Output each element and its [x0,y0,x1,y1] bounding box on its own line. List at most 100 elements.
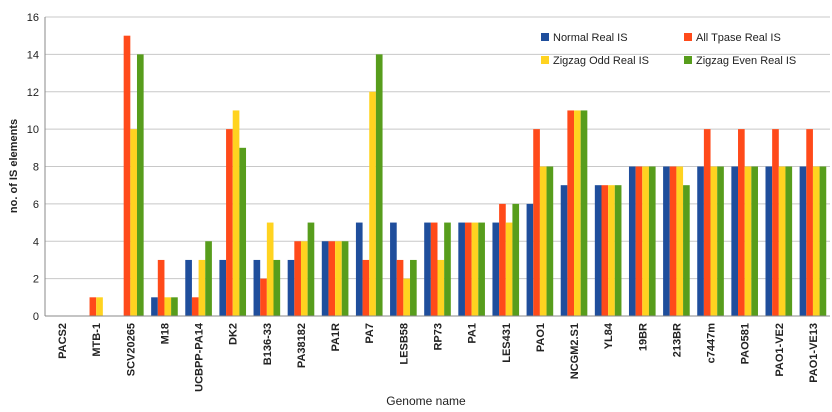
bar-normal-real-is [628,166,636,316]
axes [44,17,830,317]
bar-zigzag-even-real-is [136,54,144,316]
bar-zigzag-odd-real-is [505,222,513,316]
x-tick-label: YL84 [603,322,615,349]
bar-zigzag-odd-real-is [198,259,206,316]
x-tick-label: RP73 [433,323,445,351]
bar-all-tpase-real-is [157,259,165,316]
bar-all-tpase-real-is [294,241,301,316]
legend-label: All Tpase Real IS [696,32,781,44]
bar-all-tpase-real-is [362,259,370,316]
bar-all-tpase-real-is [226,129,233,316]
bar-zigzag-odd-real-is [130,129,137,316]
bar-normal-real-is [355,222,363,316]
bar-zigzag-odd-real-is [574,110,581,316]
bar-zigzag-even-real-is [580,110,588,316]
y-tick-label: 6 [33,199,39,211]
bar-zigzag-even-real-is [614,185,622,316]
y-tick-label: 0 [33,311,39,323]
bar-all-tpase-real-is [123,35,131,316]
gridlines [45,16,830,280]
bar-all-tpase-real-is [772,129,779,316]
legend-swatch [541,33,549,41]
bar-all-tpase-real-is [499,203,506,316]
bar-all-tpase-real-is [430,222,438,316]
bar-zigzag-odd-real-is [812,166,820,316]
bar-normal-real-is [321,241,329,316]
bar-normal-real-is [390,222,397,316]
legend-label: Normal Real IS [553,32,628,44]
bar-normal-real-is [799,166,807,316]
bar-zigzag-even-real-is [751,166,758,316]
bar-normal-real-is [697,166,704,316]
bar-normal-real-is [185,259,192,316]
bar-all-tpase-real-is [328,241,336,316]
bar-all-tpase-real-is [635,166,643,316]
bar-normal-real-is [492,222,500,316]
bar-zigzag-odd-real-is [676,166,684,316]
legend: Normal Real IS All Tpase Real IS Zigzag Od… [541,32,796,67]
bar-all-tpase-real-is [191,297,199,316]
x-tick-label: M18 [159,323,171,344]
bar-normal-real-is [731,166,739,316]
y-axis-title: no. of IS elements [8,119,20,213]
bar-zigzag-odd-real-is [710,166,718,316]
bar-zigzag-even-real-is [410,259,417,316]
x-tick-label: B136-33 [262,323,274,365]
bar-zigzag-even-real-is [512,203,520,316]
bar-zigzag-odd-real-is [266,222,274,316]
bar-normal-real-is [526,203,534,316]
bar-zigzag-even-real-is [341,241,349,316]
bar-zigzag-odd-real-is [403,278,411,316]
x-tick-label: NCGM2.S1 [569,323,581,379]
bar-normal-real-is [219,259,227,316]
bar-zigzag-even-real-is [546,166,554,316]
bar-all-tpase-real-is [533,129,540,316]
bar-zigzag-even-real-is [478,222,485,316]
y-tick-label: 10 [27,124,39,136]
x-tick-label: PAO1-VE13 [808,323,820,383]
bar-zigzag-even-real-is [375,54,383,316]
bar-normal-real-is [663,166,670,316]
bar-normal-real-is [151,297,158,316]
bar-zigzag-even-real-is [171,297,178,316]
x-tick-label: PA7 [364,323,376,344]
bar-zigzag-even-real-is [683,185,690,316]
x-tick-label: LESB58 [398,323,410,365]
bar-all-tpase-real-is [601,185,609,316]
bar-zigzag-odd-real-is [471,222,479,316]
bar-all-tpase-real-is [567,110,575,316]
bar-normal-real-is [594,185,602,316]
bar-zigzag-odd-real-is [335,241,342,316]
bar-normal-real-is [253,259,261,316]
x-tick-label: LES431 [501,323,513,363]
bar-zigzag-even-real-is [273,259,281,316]
bar-zigzag-odd-real-is [369,91,376,316]
x-tick-label: PA1R [330,323,342,352]
x-tick-label: SCV20265 [125,323,137,376]
bar-zigzag-odd-real-is [164,297,172,316]
bar-all-tpase-real-is [738,129,745,316]
bar-all-tpase-real-is [703,129,711,316]
legend-label: Zigzag Odd Real IS [553,55,649,67]
bar-zigzag-even-real-is [239,147,247,316]
bar-normal-real-is [458,222,465,316]
bar-normal-real-is [424,222,431,316]
bar-zigzag-odd-real-is [232,110,240,316]
y-tick-label: 2 [33,274,39,286]
x-tick-label: PAO581 [740,323,752,364]
x-tick-label: c7447m [706,323,718,364]
x-tick-label: PAO1-VE2 [774,323,786,377]
y-tick-label: 4 [33,236,39,248]
bar-zigzag-odd-real-is [300,241,308,316]
bar-normal-real-is [765,166,773,316]
bar-all-tpase-real-is [260,278,267,316]
x-tick-label: PAO1 [535,323,547,352]
x-tick-label: MTB-1 [91,323,103,357]
bar-normal-real-is [560,185,568,316]
bar-zigzag-odd-real-is [744,166,752,316]
bar-zigzag-even-real-is [819,166,827,316]
x-tick-label: 213BR [671,323,683,357]
x-tick-labels: PACS2 MTB-1 SCV20265 M18 UCBPP-PA14 DK2 B136-3… [57,322,820,392]
bar-zigzag-odd-real-is [608,185,615,316]
